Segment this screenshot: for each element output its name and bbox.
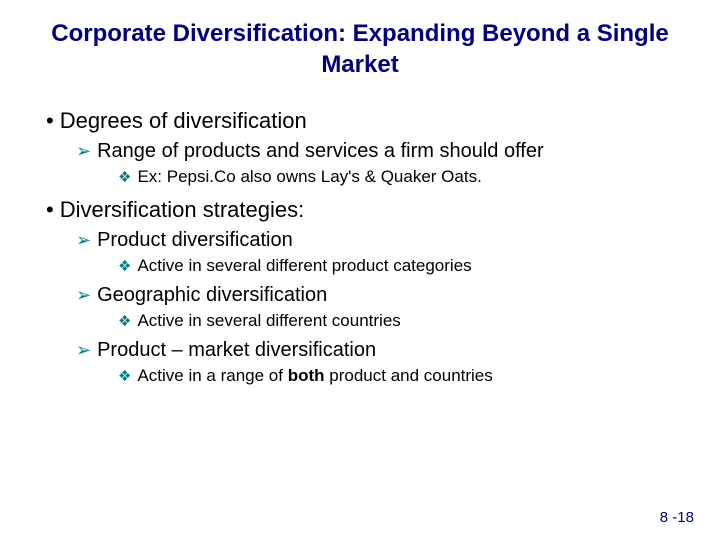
bullet-degrees: •Degrees of diversification	[46, 108, 692, 134]
product-div-label: Product diversification	[97, 229, 293, 251]
arrow-bullet-icon: ➢	[76, 340, 91, 360]
strategies-label: Diversification strategies:	[60, 197, 305, 222]
bullet-geo-div-detail: ❖ Active in several different countries	[118, 311, 692, 331]
bullet-product-market-detail: ❖ Active in a range of both product and c…	[118, 366, 692, 386]
bullet-product-div: ➢ Product diversification	[76, 229, 692, 252]
arrow-bullet-icon: ➢	[76, 230, 91, 250]
bullet-product-div-detail: ❖ Active in several different product cat…	[118, 256, 692, 276]
dot-bullet-icon: •	[46, 108, 54, 133]
bullet-range: ➢ Range of products and services a firm s…	[76, 140, 692, 163]
dot-bullet-icon: •	[46, 197, 54, 222]
diamond-bullet-icon: ❖	[118, 313, 131, 330]
arrow-bullet-icon: ➢	[76, 141, 91, 161]
product-div-detail: Active in several different product cate…	[137, 256, 471, 275]
bullet-product-market-div: ➢ Product – market diversification	[76, 339, 692, 362]
geo-div-detail: Active in several different countries	[137, 311, 400, 330]
product-market-label: Product – market diversification	[97, 339, 376, 361]
diamond-bullet-icon: ❖	[118, 169, 131, 186]
arrow-bullet-icon: ➢	[76, 285, 91, 305]
slide-number: 8 -18	[660, 509, 694, 526]
bullet-geo-div: ➢ Geographic diversification	[76, 284, 692, 307]
diamond-bullet-icon: ❖	[118, 258, 131, 275]
example-body: Pepsi.Co also owns Lay's & Quaker Oats.	[167, 167, 482, 186]
geo-div-label: Geographic diversification	[97, 284, 327, 306]
pm-detail-pre: Active in a range of	[137, 366, 287, 385]
range-label: Range of products and services a firm sh…	[97, 140, 544, 162]
degrees-label: Degrees of diversification	[60, 108, 307, 133]
slide-title: Corporate Diversification: Expanding Bey…	[28, 18, 692, 80]
pm-detail-bold: both	[288, 366, 325, 385]
bullet-range-example: ❖ Ex: Pepsi.Co also owns Lay's & Quaker O…	[118, 167, 692, 187]
diamond-bullet-icon: ❖	[118, 368, 131, 385]
example-prefix: Ex:	[137, 167, 166, 186]
pm-detail-post: product and countries	[325, 366, 493, 385]
bullet-strategies: •Diversification strategies:	[46, 197, 692, 223]
